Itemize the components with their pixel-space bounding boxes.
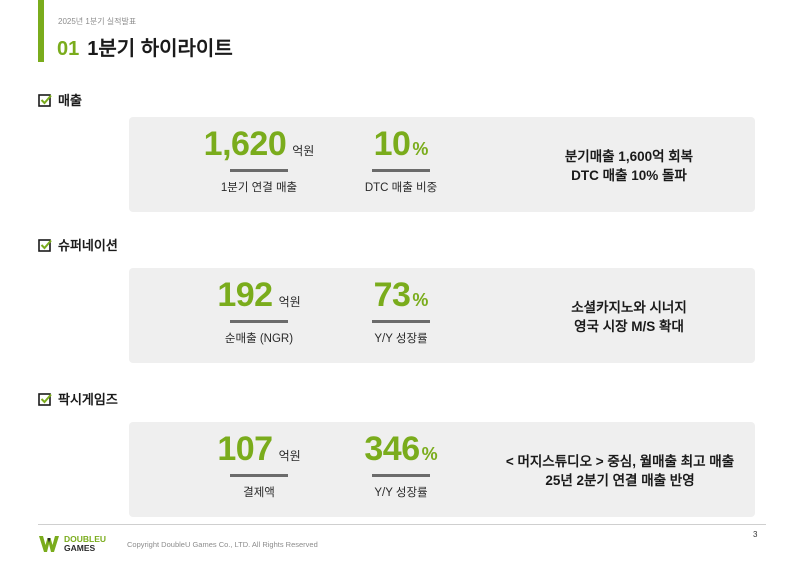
metric-caption: Y/Y 성장률 [374,333,428,345]
metric-value: 73 [373,276,411,314]
metric-value: 1,620 [203,125,287,163]
description-line: DTC 매출 10% 돌파 [571,168,687,183]
page-title: 01 1분기 하이라이트 [57,32,233,61]
metric-underline [230,320,288,323]
checkbox-checked-icon [38,392,52,406]
highlight-description: < 머지스튜디오 > 중심, 월매출 최고 매출 25년 2분기 연결 매출 반… [489,452,751,490]
metric-ngr: 192 억원 순매출 (NGR) [179,276,339,346]
metric-value: 10 [373,125,411,163]
metric-caption: Y/Y 성장률 [374,487,428,499]
doubleu-logo-icon [39,536,59,552]
logo-text-top: DOUBLEU [64,534,107,544]
highlight-description: 소셜카지노와 시너지 영국 시장 M/S 확대 [509,298,749,336]
metric-caption: DTC 매출 비중 [364,182,438,194]
metric-value: 192 [217,276,273,314]
section-heading-label: 팍시게임즈 [58,392,118,407]
doubleu-games-logo: DOUBLEU GAMES [38,534,106,554]
metric-value: 107 [217,430,273,468]
metric-unit: 억원 [278,295,301,309]
section-heading-label: 매출 [58,93,82,108]
metric-yoy-growth: 73 % Y/Y 성장률 [341,276,461,346]
title-accent-bar [38,0,44,62]
metric-underline [372,320,430,323]
metric-unit: % [412,290,429,310]
highlight-description: 분기매출 1,600억 회복 DTC 매출 10% 돌파 [509,147,749,185]
section-heading-revenue: 매출 [38,90,82,109]
section-heading-supernation: 슈퍼네이션 [38,235,118,254]
highlight-card-revenue: 1,620 억원 1분기 연결 매출 10 % DTC 매출 비중 분기매출 1… [129,117,755,212]
section-heading-paxie-games: 팍시게임즈 [38,389,118,408]
page-number: 3 [753,530,758,539]
checkbox-checked-icon [38,93,52,107]
metric-unit: 억원 [292,144,315,158]
section-heading-label: 슈퍼네이션 [58,238,118,253]
highlight-card-paxie-games: 107 억원 결제액 346 % Y/Y 성장률 < 머지스튜디오 > 중심, … [129,422,755,517]
metric-revenue: 1,620 억원 1분기 연결 매출 [169,125,349,195]
logo-text-bottom: GAMES [64,543,96,553]
metric-dtc-share: 10 % DTC 매출 비중 [341,125,461,195]
report-supertitle: 2025년 1분기 실적발표 [58,17,137,26]
metric-caption: 순매출 (NGR) [224,333,294,345]
highlight-card-supernation: 192 억원 순매출 (NGR) 73 % Y/Y 성장률 소셜카지노와 시너지… [129,268,755,363]
metric-unit: % [412,139,429,159]
description-line: < 머지스튜디오 > 중심, 월매출 최고 매출 [505,454,735,469]
description-line: 영국 시장 M/S 확대 [574,319,684,334]
page-title-text: 1분기 하이라이트 [87,38,233,60]
metric-yoy-growth: 346 % Y/Y 성장률 [341,430,461,500]
metric-unit: % [421,444,438,464]
description-line: 25년 2분기 연결 매출 반영 [545,473,695,488]
section-number: 01 [57,38,80,60]
metric-underline [372,474,430,477]
metric-underline [230,169,288,172]
metric-payments: 107 억원 결제액 [179,430,339,500]
metric-underline [372,169,430,172]
checkbox-checked-icon [38,238,52,252]
metric-value: 346 [364,430,420,468]
copyright-notice: Copyright DoubleU Games Co., LTD. All Ri… [127,540,318,549]
description-line: 분기매출 1,600억 회복 [564,149,694,164]
metric-caption: 1분기 연결 매출 [220,182,298,194]
metric-caption: 결제액 [243,487,275,499]
metric-underline [230,474,288,477]
metric-unit: 억원 [278,449,301,463]
description-line: 소셜카지노와 시너지 [571,300,687,315]
footer-divider [38,524,766,525]
